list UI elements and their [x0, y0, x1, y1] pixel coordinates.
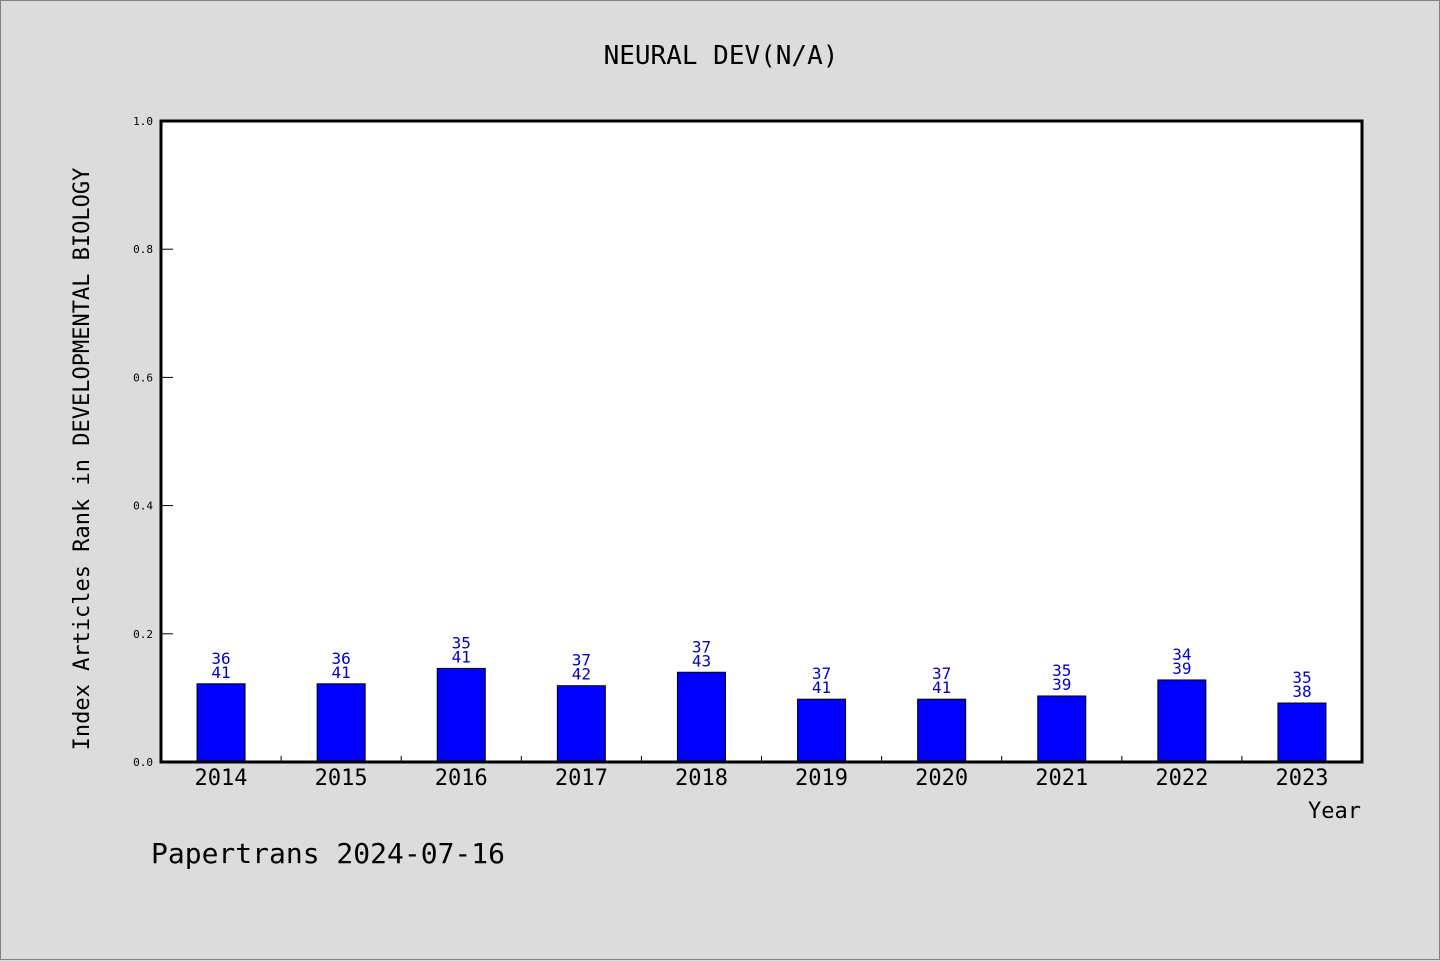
rank-label: 35 [1052, 661, 1071, 680]
x-tick-label: 2014 [195, 766, 248, 791]
bar-2020 [917, 698, 967, 763]
rank-label: 37 [932, 664, 951, 683]
rank-label: 35 [452, 633, 471, 652]
bar-2021 [1037, 695, 1087, 763]
total-label: 39 [1052, 675, 1071, 694]
data-labels-group: 2014364120153641201635412017374220183743… [195, 633, 1329, 791]
total-label: 42 [572, 665, 591, 684]
bar-2019 [797, 698, 847, 763]
y-tick-label: 0.4 [133, 500, 153, 513]
x-axis-title: Year [1308, 799, 1361, 824]
plot-area [161, 121, 1362, 762]
y-tick-label: 0.0 [133, 756, 153, 769]
rank-label: 34 [1172, 645, 1191, 664]
x-tick-label: 2015 [315, 766, 368, 791]
total-label: 41 [452, 647, 471, 666]
x-tick-label: 2020 [915, 766, 968, 791]
bar-2015 [316, 683, 366, 763]
y-tick-label: 0.2 [133, 628, 153, 641]
y-axis-title: Index Articles Rank in DEVELOPMENTAL BIO… [70, 168, 95, 751]
total-label: 38 [1292, 682, 1311, 701]
total-label: 41 [812, 678, 831, 697]
x-tick-label: 2016 [435, 766, 488, 791]
axis-ticks: 0.0 0.2 0.4 0.6 0.8 1.0 [133, 115, 1243, 769]
plot-frame [159, 119, 1364, 764]
bar-2022 [1157, 679, 1207, 763]
rank-label: 37 [812, 664, 831, 683]
x-tick-label: 2017 [555, 766, 608, 791]
total-label: 43 [692, 651, 711, 670]
bar-2023 [1277, 702, 1327, 763]
total-label: 41 [211, 663, 230, 682]
x-tick-label: 2018 [675, 766, 728, 791]
footer-text: Papertrans 2024-07-16 [151, 837, 505, 870]
x-tick-label: 2022 [1155, 766, 1208, 791]
x-tick-label: 2021 [1035, 766, 1088, 791]
bar-2018 [676, 671, 726, 763]
total-label: 41 [332, 663, 351, 682]
x-tick-label: 2023 [1275, 766, 1328, 791]
x-tick-label: 2019 [795, 766, 848, 791]
bar-2017 [556, 685, 606, 763]
rank-label: 37 [572, 651, 591, 670]
y-tick-label: 1.0 [133, 115, 153, 128]
rank-label: 37 [692, 637, 711, 656]
rank-label: 35 [1292, 668, 1311, 687]
total-label: 39 [1172, 659, 1191, 678]
rank-label: 36 [211, 649, 230, 668]
bar-2014 [196, 683, 246, 763]
chart-title: NEURAL DEV(N/A) [604, 41, 839, 71]
bar-2016 [436, 667, 486, 763]
rank-label: 36 [332, 649, 351, 668]
total-label: 41 [932, 678, 951, 697]
bars-group [196, 667, 1327, 763]
y-tick-label: 0.6 [133, 371, 153, 384]
y-tick-label: 0.8 [133, 243, 153, 256]
